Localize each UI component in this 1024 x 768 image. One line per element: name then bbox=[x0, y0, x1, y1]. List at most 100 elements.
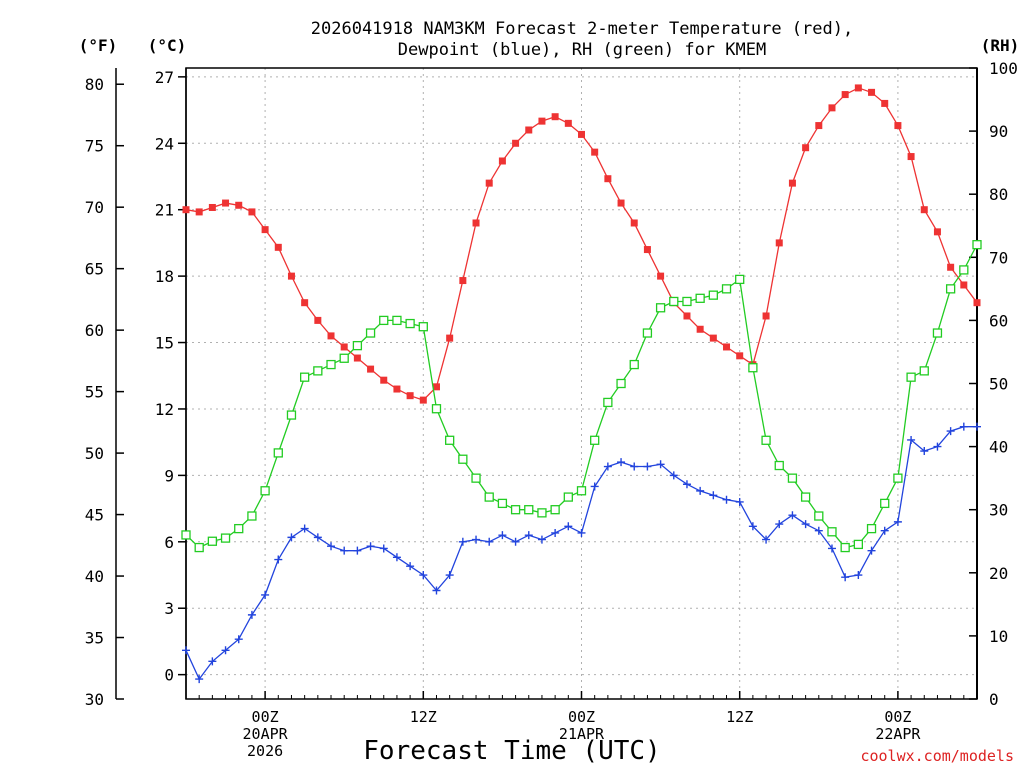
x-tick-label: 00Z bbox=[884, 708, 911, 726]
rh-point bbox=[695, 293, 705, 303]
rh-point bbox=[814, 511, 824, 521]
rh-point bbox=[550, 505, 560, 515]
temperature-point bbox=[222, 199, 230, 207]
temperature-point bbox=[472, 219, 480, 227]
dewpoint-point bbox=[195, 675, 204, 684]
rh-point bbox=[761, 435, 771, 445]
temperature-point bbox=[815, 122, 823, 130]
dewpoint-point bbox=[247, 610, 256, 619]
rh-point bbox=[260, 486, 270, 496]
dewpoint-point bbox=[590, 482, 599, 491]
dewpoint-point bbox=[959, 422, 968, 431]
rh-point bbox=[458, 454, 468, 464]
x-tick-label: 00Z bbox=[568, 708, 595, 726]
dewpoint-point bbox=[498, 531, 507, 540]
celsius-tick-label: 21 bbox=[155, 201, 174, 220]
celsius-tick-label: 0 bbox=[164, 666, 174, 685]
rh-tick-label: 0 bbox=[989, 690, 999, 709]
dewpoint-point bbox=[300, 524, 309, 533]
rh-point bbox=[563, 492, 573, 502]
rh-tick-label: 30 bbox=[989, 501, 1008, 520]
dewpoint-point bbox=[274, 555, 283, 564]
temperature-point bbox=[630, 219, 638, 227]
fahrenheit-tick-label: 75 bbox=[85, 137, 104, 156]
dewpoint-point bbox=[366, 542, 375, 551]
celsius-tick-label: 12 bbox=[155, 400, 174, 419]
dewpoint-point bbox=[406, 562, 415, 571]
fahrenheit-tick-label: 55 bbox=[85, 383, 104, 402]
temperature-point bbox=[393, 385, 401, 393]
rh-point bbox=[537, 508, 547, 518]
fahrenheit-tick-label: 45 bbox=[85, 506, 104, 525]
dewpoint-point bbox=[709, 491, 718, 500]
rh-point bbox=[576, 486, 587, 496]
dewpoint-point bbox=[537, 535, 546, 544]
temperature-point bbox=[881, 99, 889, 107]
temperature-point bbox=[947, 263, 955, 271]
celsius-tick-label: 3 bbox=[164, 599, 174, 618]
temperature-point bbox=[446, 334, 454, 342]
temperature-point bbox=[327, 332, 335, 340]
dewpoint-point bbox=[854, 571, 863, 580]
temperature-point bbox=[841, 91, 849, 99]
x-tick-label: 12Z bbox=[726, 708, 753, 726]
temperature-point bbox=[485, 179, 493, 187]
rh-point bbox=[220, 533, 231, 543]
dewpoint-point bbox=[907, 435, 916, 444]
rh-point bbox=[787, 473, 798, 483]
temperature-point bbox=[973, 299, 981, 307]
rh-point bbox=[339, 353, 349, 363]
temperature-point bbox=[723, 343, 731, 351]
temperature-point bbox=[274, 243, 282, 251]
dewpoint-point bbox=[182, 646, 190, 655]
dewpoint-point bbox=[221, 646, 230, 655]
rh-point bbox=[405, 318, 415, 329]
series-dewpoint bbox=[182, 422, 981, 684]
axis-ticks: 0 3 6 9 12 15 18 21 24 27 30 35 40 45 50 55 60 65 70 75 80 0 1… bbox=[85, 59, 1018, 760]
rh-tick-label: 20 bbox=[989, 564, 1008, 583]
dewpoint-point bbox=[643, 462, 652, 471]
temperature-point bbox=[907, 153, 915, 161]
temperature-point bbox=[182, 206, 190, 214]
dewpoint-point bbox=[208, 657, 217, 666]
dewpoint-point bbox=[788, 511, 797, 520]
rh-point bbox=[866, 523, 877, 534]
dewpoint-point bbox=[920, 447, 929, 456]
dewpoint-point bbox=[603, 462, 612, 471]
dewpoint-point bbox=[656, 460, 665, 469]
temperature-point bbox=[683, 312, 691, 320]
dewpoint-point bbox=[748, 522, 757, 531]
rh-point bbox=[721, 284, 732, 294]
dewpoint-point bbox=[617, 458, 626, 467]
temperature-point bbox=[854, 84, 862, 92]
x-axis-title: Forecast Time (UTC) bbox=[363, 736, 660, 766]
rh-tick-label: 80 bbox=[989, 185, 1008, 204]
rh-point bbox=[959, 265, 969, 275]
fahrenheit-tick-label: 70 bbox=[85, 198, 104, 217]
x-tick-label: 00Z bbox=[252, 708, 279, 726]
rh-point bbox=[642, 328, 653, 338]
celsius-unit-label: (°C) bbox=[148, 36, 187, 55]
plot-frame bbox=[185, 67, 978, 700]
rh-point bbox=[682, 296, 692, 307]
temperature-point bbox=[591, 148, 599, 156]
x-tick-label: 2026 bbox=[247, 742, 283, 760]
rh-point bbox=[431, 404, 442, 414]
rh-point bbox=[392, 315, 402, 326]
temperature-point bbox=[314, 316, 322, 324]
rh-point bbox=[299, 372, 310, 382]
temperature-point bbox=[340, 343, 348, 351]
dewpoint-point bbox=[432, 586, 441, 595]
dewpoint-point bbox=[419, 571, 428, 580]
rh-point bbox=[748, 363, 758, 373]
x-tick-label: 22APR bbox=[875, 725, 921, 743]
rh-point bbox=[945, 284, 956, 294]
dewpoint-point bbox=[353, 546, 362, 555]
dewpoint-point bbox=[762, 535, 771, 544]
celsius-tick-label: 27 bbox=[155, 68, 174, 87]
dewpoint-point bbox=[973, 422, 981, 431]
temperature-point bbox=[432, 383, 440, 391]
temperature-point bbox=[604, 175, 612, 183]
fahrenheit-tick-label: 30 bbox=[85, 690, 104, 709]
temperature-point bbox=[261, 226, 269, 234]
